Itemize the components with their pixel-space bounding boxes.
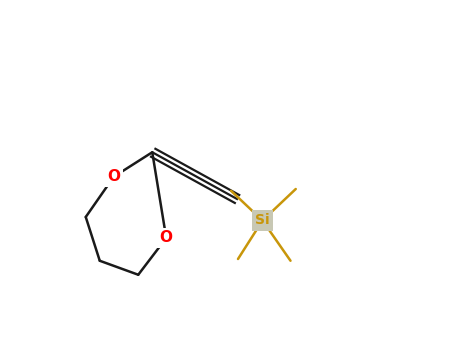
Text: Si: Si [255, 214, 270, 228]
Text: O: O [160, 231, 173, 245]
Text: O: O [107, 169, 120, 184]
